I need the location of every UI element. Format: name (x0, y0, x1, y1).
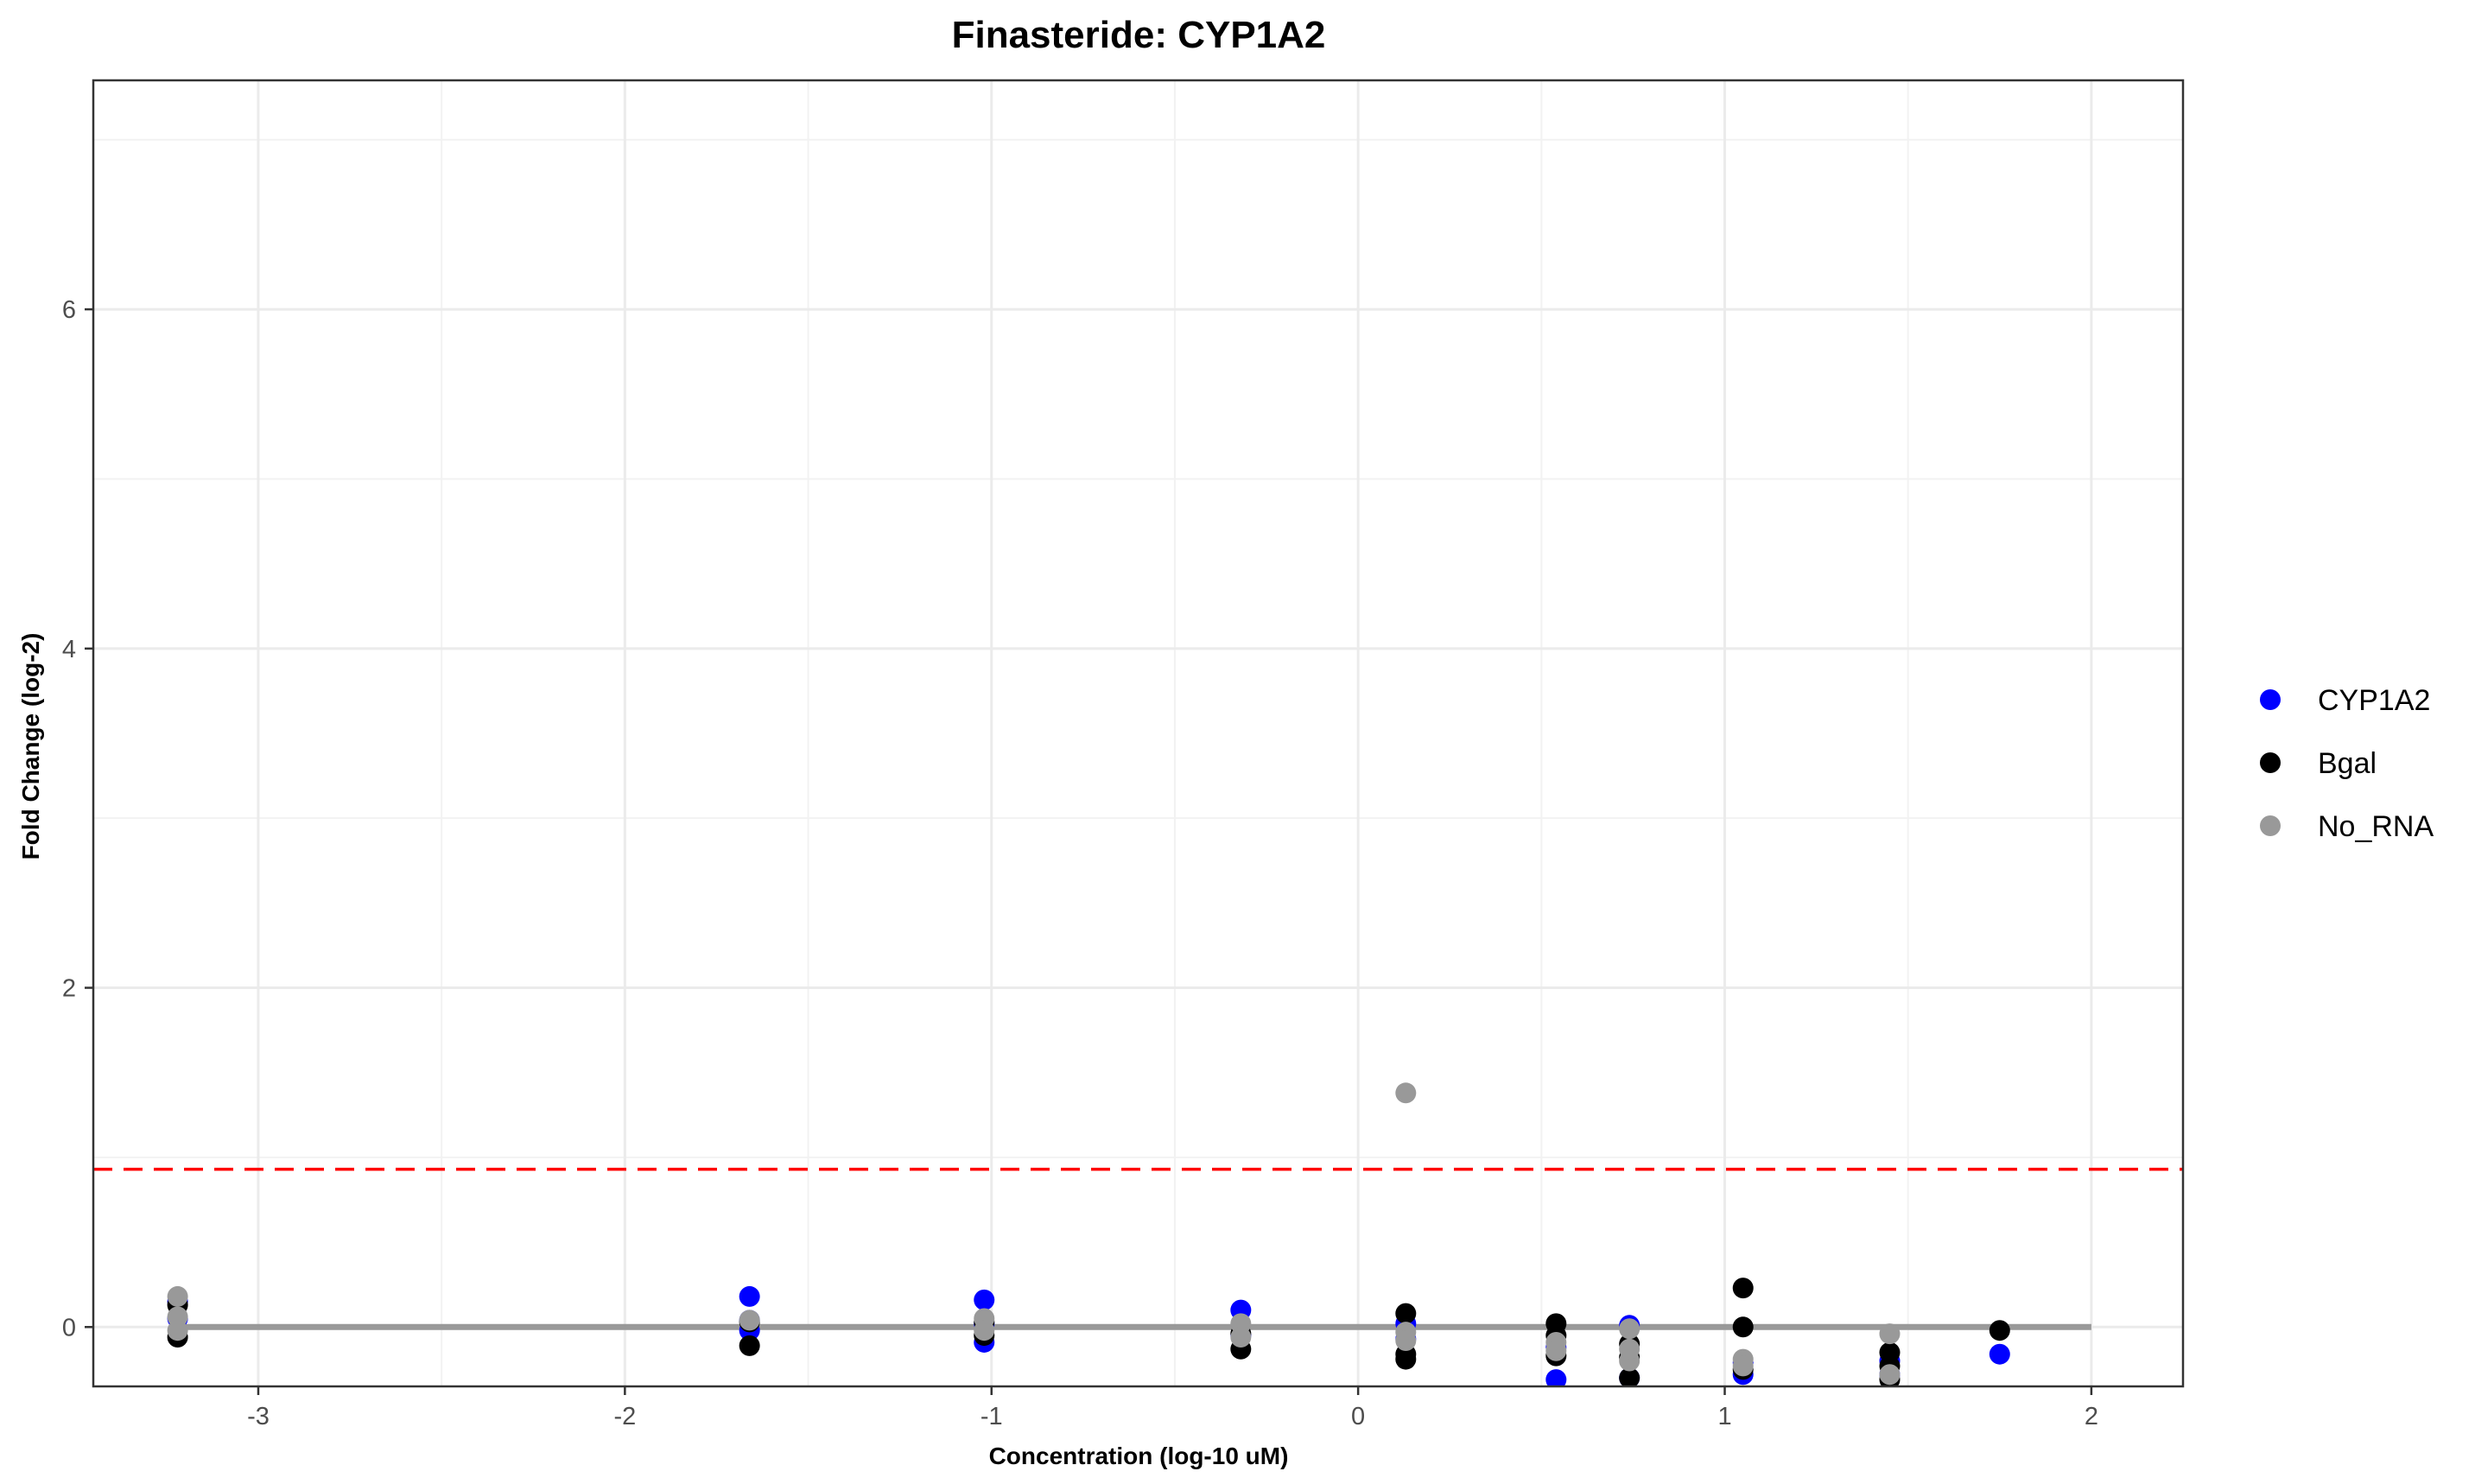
data-points (167, 1082, 2010, 1386)
x-axis: -3 -2 -1 0 1 2 (247, 1386, 2098, 1430)
x-tick-label: 1 (1717, 1403, 1731, 1430)
x-tick-label: 0 (1351, 1403, 1365, 1430)
data-point-bgal (1989, 1320, 2010, 1341)
legend-key-cyp1a2 (2260, 689, 2281, 710)
legend-label-no_rna: No_RNA (2318, 810, 2434, 843)
data-point-no_rna (1230, 1327, 1252, 1348)
major-gridlines (93, 80, 2183, 1386)
panel-border (92, 79, 2185, 1388)
data-point-no_rna (1619, 1338, 1640, 1360)
legend: CYP1A2 Bgal No_RNA (2260, 684, 2434, 843)
minor-gridlines (93, 80, 2183, 1386)
data-point-bgal (739, 1335, 760, 1356)
data-point-no_rna (167, 1285, 188, 1307)
data-point-bgal (1732, 1316, 1754, 1338)
y-axis: 0 2 4 6 (62, 296, 93, 1341)
x-tick-label: -1 (980, 1403, 1003, 1430)
data-point-no_rna (1395, 1329, 1417, 1351)
data-point-cyp1a2 (1989, 1343, 2010, 1365)
data-point-no_rna (739, 1310, 760, 1331)
x-axis-title: Concentration (log-10 uM) (989, 1443, 1289, 1469)
y-axis-title: Fold Change (log-2) (17, 633, 44, 860)
data-point-bgal (1732, 1278, 1754, 1299)
data-point-no_rna (1395, 1082, 1417, 1104)
data-point-no_rna (1879, 1364, 1901, 1386)
data-point-cyp1a2 (739, 1285, 760, 1307)
legend-key-no_rna (2260, 815, 2281, 836)
y-tick-label: 2 (62, 975, 76, 1003)
data-point-no_rna (974, 1320, 995, 1341)
y-tick-label: 6 (62, 296, 76, 324)
data-point-no_rna (167, 1320, 188, 1341)
x-tick-label: 2 (2085, 1403, 2098, 1430)
data-point-no_rna (1879, 1323, 1901, 1345)
y-tick-label: 4 (62, 636, 76, 663)
data-point-cyp1a2 (1545, 1369, 1567, 1386)
data-point-no_rna (1732, 1355, 1754, 1377)
data-point-no_rna (1619, 1318, 1640, 1340)
data-point-bgal (1395, 1303, 1417, 1324)
x-tick-label: -2 (613, 1403, 636, 1430)
x-tick-label: -3 (247, 1403, 270, 1430)
data-point-cyp1a2 (974, 1289, 995, 1310)
data-point-bgal (1619, 1367, 1640, 1386)
legend-label-bgal: Bgal (2318, 747, 2377, 780)
chart-title: Finasteride: CYP1A2 (952, 14, 1326, 56)
y-tick-label: 0 (62, 1314, 76, 1341)
data-point-no_rna (1545, 1340, 1567, 1361)
legend-label-cyp1a2: CYP1A2 (2318, 684, 2430, 717)
legend-key-bgal (2260, 752, 2281, 773)
